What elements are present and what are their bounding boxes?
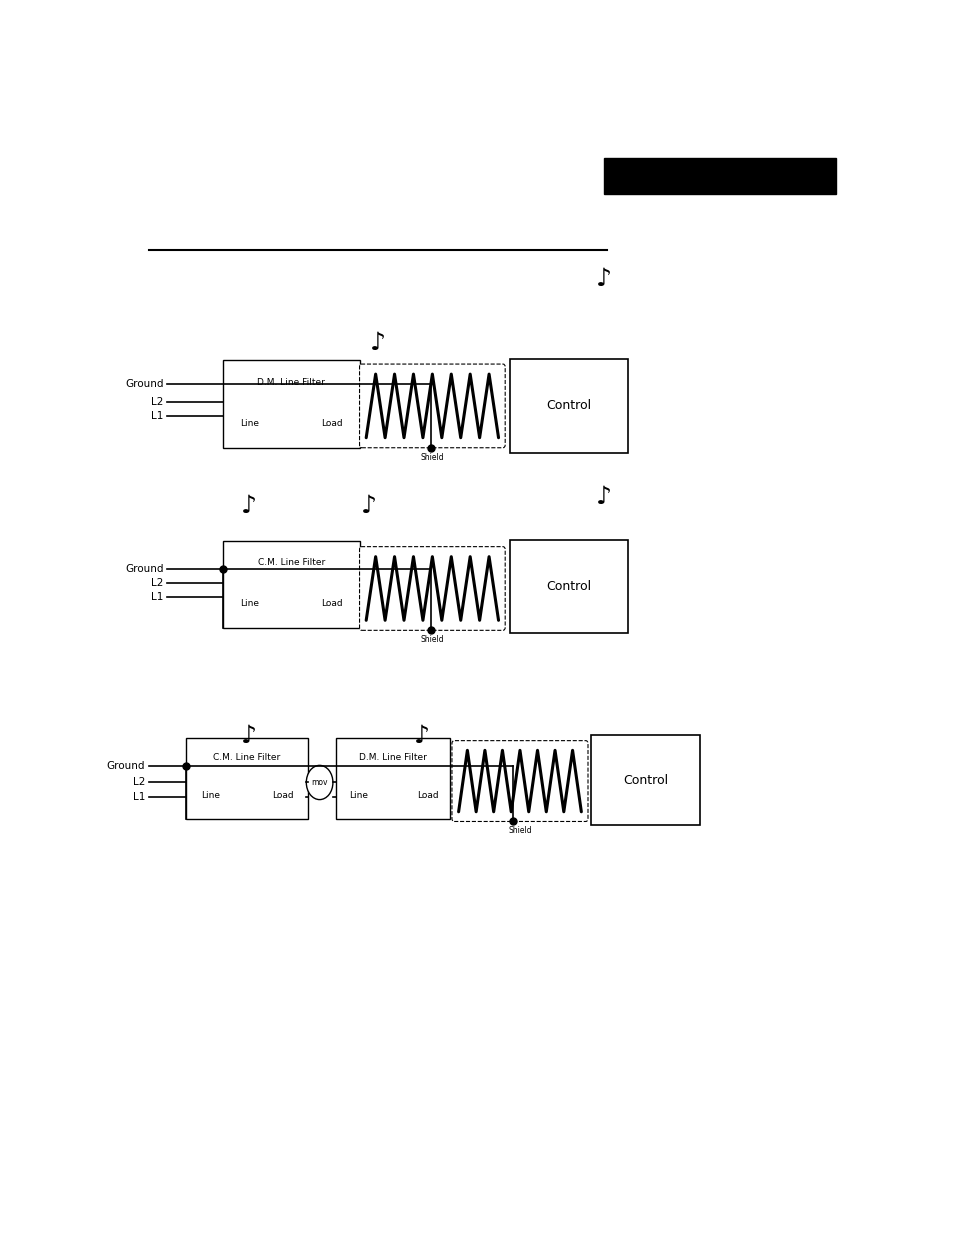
Text: ♪: ♪ (595, 268, 611, 291)
Text: D.M. Line Filter: D.M. Line Filter (359, 753, 427, 762)
FancyBboxPatch shape (452, 741, 587, 821)
Text: Control: Control (546, 399, 591, 412)
Text: Line: Line (200, 792, 219, 800)
Text: Control: Control (622, 773, 667, 787)
Text: ♪: ♪ (240, 724, 256, 748)
Text: L2: L2 (152, 578, 164, 588)
Text: Shield: Shield (508, 826, 531, 835)
Bar (603, 158, 836, 194)
Text: D.M. Line Filter: D.M. Line Filter (257, 378, 325, 387)
Text: Line: Line (349, 792, 368, 800)
Text: L1: L1 (152, 411, 164, 421)
Text: Ground: Ground (107, 761, 145, 772)
Text: ♪: ♪ (370, 331, 386, 356)
Text: Load: Load (416, 792, 438, 800)
Text: L1: L1 (132, 792, 145, 802)
Text: Shield: Shield (420, 635, 444, 645)
Bar (509, 359, 627, 452)
Bar (186, 737, 308, 819)
Text: ♪: ♪ (240, 494, 256, 517)
FancyBboxPatch shape (359, 547, 505, 630)
Text: mov: mov (311, 778, 328, 787)
Text: ♪: ♪ (414, 724, 430, 748)
Text: L2: L2 (152, 398, 164, 408)
Text: Ground: Ground (125, 379, 164, 389)
Text: L2: L2 (132, 778, 145, 788)
Bar (335, 737, 450, 819)
Text: C.M. Line Filter: C.M. Line Filter (257, 558, 324, 567)
Text: Load: Load (321, 419, 343, 427)
Bar (590, 735, 700, 825)
Bar (222, 361, 359, 448)
Text: C.M. Line Filter: C.M. Line Filter (213, 753, 280, 762)
Text: Shield: Shield (420, 452, 444, 462)
Text: Ground: Ground (125, 563, 164, 573)
Bar (509, 540, 627, 634)
Text: Control: Control (546, 580, 591, 593)
Bar (222, 541, 359, 629)
FancyBboxPatch shape (359, 364, 505, 448)
Text: Load: Load (273, 792, 294, 800)
Text: Load: Load (321, 599, 343, 609)
Text: L1: L1 (152, 592, 164, 601)
Text: Line: Line (240, 419, 259, 427)
Text: ♪: ♪ (595, 485, 611, 509)
Circle shape (306, 766, 333, 799)
Text: Line: Line (240, 599, 259, 609)
Text: ♪: ♪ (361, 494, 376, 517)
